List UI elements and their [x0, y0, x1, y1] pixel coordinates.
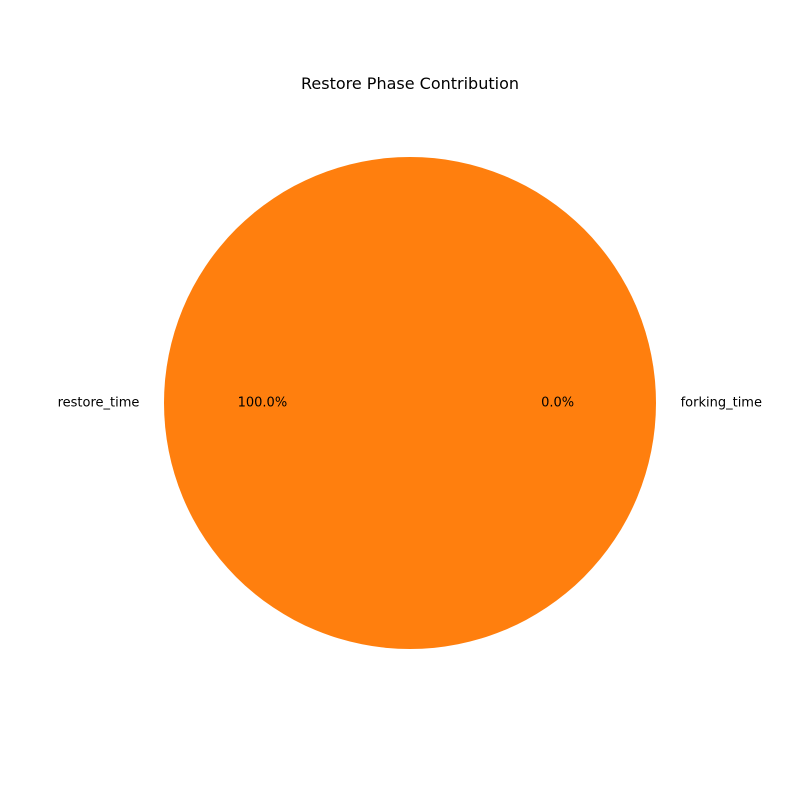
percent-label-forking-time: 0.0%: [541, 396, 574, 411]
slice-label-restore-time: restore_time: [58, 396, 140, 411]
chart-title: Restore Phase Contribution: [301, 74, 519, 93]
pie-slice-restore-time: [164, 157, 656, 649]
slice-label-forking-time: forking_time: [681, 396, 762, 411]
percent-label-restore-time: 100.0%: [238, 396, 288, 411]
pie-slices: [164, 157, 656, 649]
pie-labels: forking_time 0.0% restore_time 100.0%: [58, 396, 762, 411]
